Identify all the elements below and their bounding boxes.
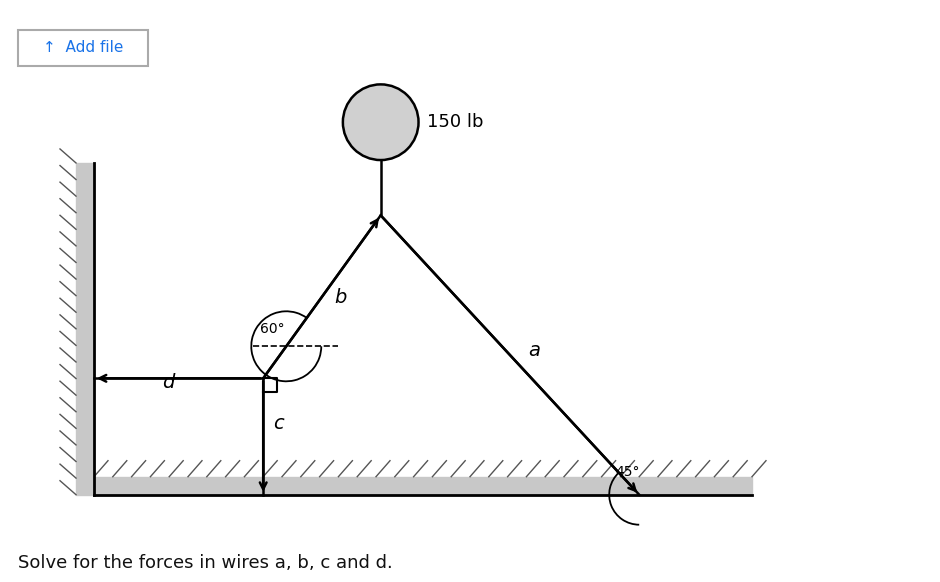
Circle shape [343,84,418,160]
Bar [94,477,752,495]
Text: a: a [528,340,540,360]
Bar [18,30,148,66]
Text: Solve for the forces in wires a, b, c and d.: Solve for the forces in wires a, b, c an… [18,554,393,572]
Text: c: c [274,414,284,433]
Text: ↑  Add file: ↑ Add file [43,41,123,55]
Text: 45°: 45° [615,464,639,479]
Text: b: b [334,288,346,307]
Text: 60°: 60° [259,322,284,336]
Bar [76,163,94,495]
Text: d: d [163,373,175,392]
Text: 150 lb: 150 lb [427,113,483,131]
